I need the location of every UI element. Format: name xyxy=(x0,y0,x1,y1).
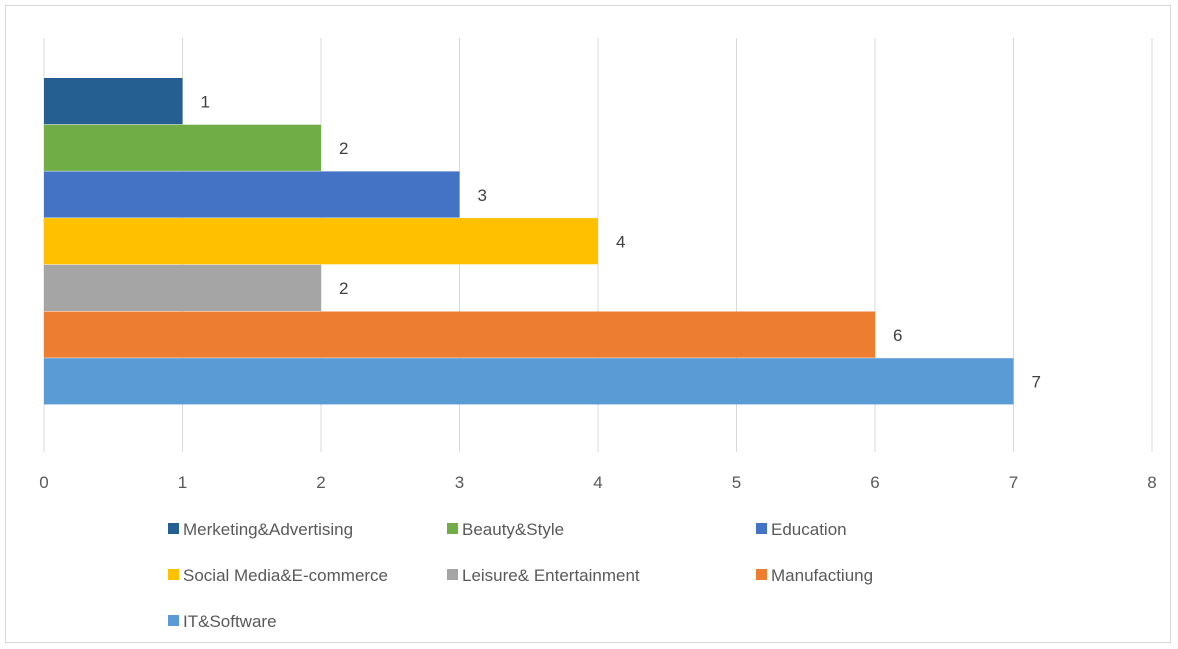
data-label: 1 xyxy=(201,92,210,111)
legend-label: Leisure& Entertainment xyxy=(462,566,640,585)
bar xyxy=(44,124,321,171)
legend-label: Beauty&Style xyxy=(462,520,564,539)
legend-label: Manufactiung xyxy=(771,566,873,585)
legend-label: Merketing&Advertising xyxy=(183,520,353,539)
data-label: 2 xyxy=(339,139,348,158)
bar xyxy=(44,78,183,125)
legend-swatch xyxy=(756,523,767,534)
legend-swatch xyxy=(168,523,179,534)
x-tick-label: 8 xyxy=(1147,473,1156,492)
legend-swatch xyxy=(168,569,179,580)
data-label: 4 xyxy=(616,232,625,251)
data-label: 3 xyxy=(478,186,487,205)
data-labels: 1 2 3 4 2 6 7 xyxy=(201,92,1041,391)
x-tick-label: 1 xyxy=(178,473,187,492)
bar xyxy=(44,311,875,358)
bar xyxy=(44,264,321,311)
bar xyxy=(44,218,598,265)
x-tick-label: 3 xyxy=(455,473,464,492)
x-tick-label: 5 xyxy=(732,473,741,492)
legend-label: IT&Software xyxy=(183,612,277,631)
data-label: 7 xyxy=(1032,373,1041,392)
legend-swatch xyxy=(756,569,767,580)
x-tick-label: 2 xyxy=(316,473,325,492)
x-tick-label: 7 xyxy=(1009,473,1018,492)
legend-swatch xyxy=(447,569,458,580)
legend-swatch xyxy=(447,523,458,534)
x-tick-label: 4 xyxy=(593,473,602,492)
legend-swatch xyxy=(168,615,179,626)
bar xyxy=(44,171,460,218)
x-axis-tick-labels: 0 1 2 3 4 5 6 7 8 xyxy=(39,473,1156,492)
bars xyxy=(44,78,1014,405)
data-label: 6 xyxy=(893,326,902,345)
legend-label: Education xyxy=(771,520,847,539)
legend: Merketing&Advertising Beauty&Style Educati… xyxy=(168,520,873,631)
bar xyxy=(44,358,1014,405)
data-label: 2 xyxy=(339,279,348,298)
legend-label: Social Media&E-commerce xyxy=(183,566,388,585)
x-tick-label: 0 xyxy=(39,473,48,492)
x-tick-label: 6 xyxy=(870,473,879,492)
